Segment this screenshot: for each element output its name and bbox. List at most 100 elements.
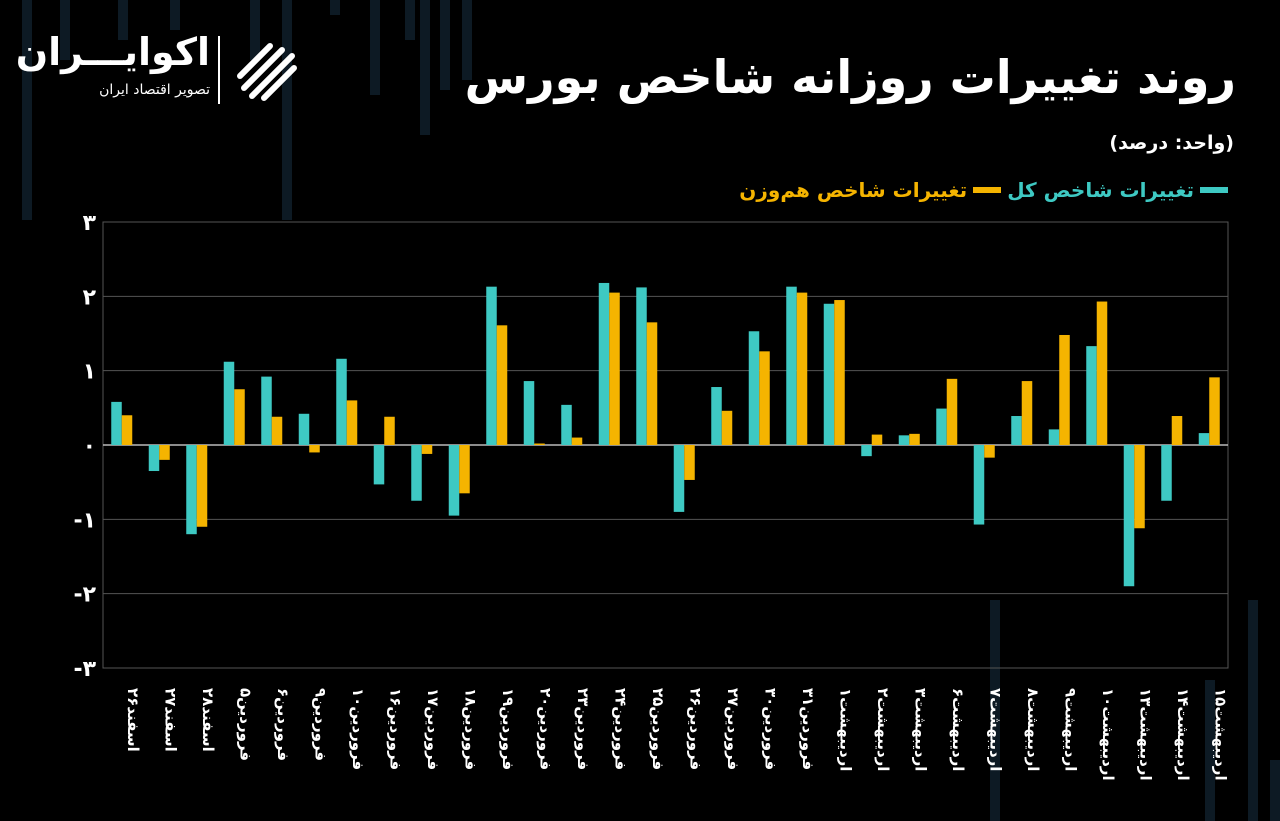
y-tick-label: ۱ — [83, 360, 96, 385]
bar-equal — [234, 389, 245, 445]
y-tick-label: ۲ — [83, 285, 97, 310]
bar-total — [748, 331, 760, 445]
legend-swatch-total — [1200, 187, 1228, 193]
bar-equal — [309, 445, 320, 453]
legend-label-total: تغییرات شاخص کل — [1007, 178, 1194, 202]
brand-tagline: تصویر اقتصاد ایران — [99, 82, 210, 98]
bar-equal — [1171, 416, 1183, 445]
bar-total — [373, 445, 385, 485]
chart-title: روند تغییرات روزانه شاخص بورس — [464, 50, 1237, 104]
bar-total — [1161, 445, 1172, 501]
bar-total — [336, 358, 347, 445]
y-tick-label: -۲ — [73, 583, 96, 608]
y-tick-label: ۰ — [83, 434, 96, 459]
bar-total — [223, 361, 235, 445]
legend-item-total: تغییرات شاخص کل — [1007, 178, 1228, 202]
logo-divider — [218, 36, 220, 104]
x-tick-label: اردیبهشت۱۳ — [1136, 688, 1154, 781]
bar-total — [673, 445, 685, 512]
x-tick-label: فروردین۳۰ — [761, 688, 779, 770]
bar-total — [598, 282, 610, 445]
bar-total — [823, 303, 835, 445]
x-tick-label: اردیبهشت۲ — [874, 688, 892, 771]
bar-equal — [159, 445, 170, 460]
x-tick-label: اردیبهشت۸ — [1024, 688, 1042, 771]
bar-total — [523, 381, 535, 445]
bar-total — [1086, 346, 1097, 445]
bar-total — [561, 404, 572, 445]
bar-total — [448, 445, 460, 516]
bar-equal — [1096, 301, 1108, 445]
x-tick-label: فروردین۵ — [236, 688, 254, 761]
x-tick-label: فروردین۳۱ — [799, 688, 817, 770]
bar-total — [1011, 416, 1022, 445]
bar-equal — [759, 351, 770, 445]
bar-equal — [871, 434, 883, 445]
bar-total — [898, 435, 910, 445]
x-tick-label: فروردین۲۳ — [574, 688, 592, 770]
x-tick-label: اسفند۲۷ — [161, 688, 179, 752]
bar-equal — [1059, 334, 1070, 445]
bar-total — [1048, 429, 1060, 445]
x-tick-label: اردیبهشت۱۴ — [1174, 688, 1192, 781]
x-tick-label: فروردین۶ — [274, 688, 292, 761]
x-tick-label: اردیبهشت۷ — [986, 688, 1004, 771]
bar-equal — [834, 300, 845, 445]
x-tick-label: اسفند۲۶ — [124, 688, 142, 752]
legend-item-equal: تغییرات شاخص هم‌وزن — [739, 178, 1002, 202]
x-tick-label: فروردین۲۷ — [724, 688, 742, 770]
x-tick-label: اردیبهشت۱۰ — [1099, 688, 1117, 781]
bar-total — [786, 286, 797, 445]
bar-total — [711, 387, 722, 445]
bar-equal — [646, 322, 658, 445]
bar-equal — [684, 445, 695, 480]
bar-equal — [984, 445, 995, 458]
bar-total — [186, 445, 197, 535]
bar-equal — [534, 443, 545, 445]
x-tick-label: فروردین۱۸ — [461, 688, 479, 770]
x-tick-label: فروردین۲۰ — [536, 688, 554, 770]
legend-label-equal: تغییرات شاخص هم‌وزن — [739, 178, 968, 202]
bar-total — [148, 445, 160, 472]
bar-total — [936, 408, 947, 445]
bar-total — [636, 287, 647, 445]
x-tick-label: فروردین۱۹ — [499, 688, 517, 770]
bar-equal — [721, 410, 733, 445]
y-tick-label: -۳ — [73, 657, 96, 682]
x-tick-label: فروردین۲۶ — [686, 688, 704, 770]
bar-total — [1123, 445, 1135, 587]
bar-total — [111, 401, 122, 445]
x-tick-label: فروردین۱۷ — [424, 688, 442, 770]
y-tick-label: ۳ — [83, 211, 97, 236]
bar-equal — [196, 445, 208, 527]
legend-swatch-equal — [973, 187, 1002, 193]
x-tick-label: اردیبهشت۶ — [949, 688, 967, 771]
bar-equal — [1021, 381, 1033, 445]
bar-equal — [1134, 445, 1145, 529]
x-tick-label: اسفند۲۸ — [199, 688, 217, 752]
bar-equal — [346, 400, 358, 445]
bar-equal — [609, 292, 620, 445]
x-tick-label: اردیبهشت۱ — [836, 688, 854, 771]
x-tick-label: فروردین۹ — [311, 688, 329, 761]
bar-equal — [571, 437, 583, 445]
brand-logo: اکوایـــران تصویر اقتصاد ایران — [16, 30, 318, 110]
bar-equal — [946, 378, 958, 445]
x-tick-label: فروردین۱۶ — [386, 688, 404, 770]
chart-unit: (واحد: درصد) — [1109, 132, 1234, 154]
brand-mark-icon — [237, 43, 297, 101]
bar-total — [486, 286, 497, 445]
x-tick-label: فروردین۲۵ — [649, 688, 667, 770]
x-tick-label: اردیبهشت۳ — [911, 688, 929, 771]
x-tick-label: اردیبهشت۱۵ — [1211, 688, 1229, 781]
x-tick-label: فروردین۲۴ — [611, 688, 629, 770]
bar-equal — [459, 445, 470, 494]
bar-equal — [1209, 377, 1220, 445]
bar-equal — [121, 415, 133, 445]
brand-name: اکوایـــران — [15, 30, 210, 74]
y-tick-label: -۱ — [73, 508, 96, 533]
bar-equal — [909, 433, 920, 445]
bar-total — [861, 445, 872, 457]
